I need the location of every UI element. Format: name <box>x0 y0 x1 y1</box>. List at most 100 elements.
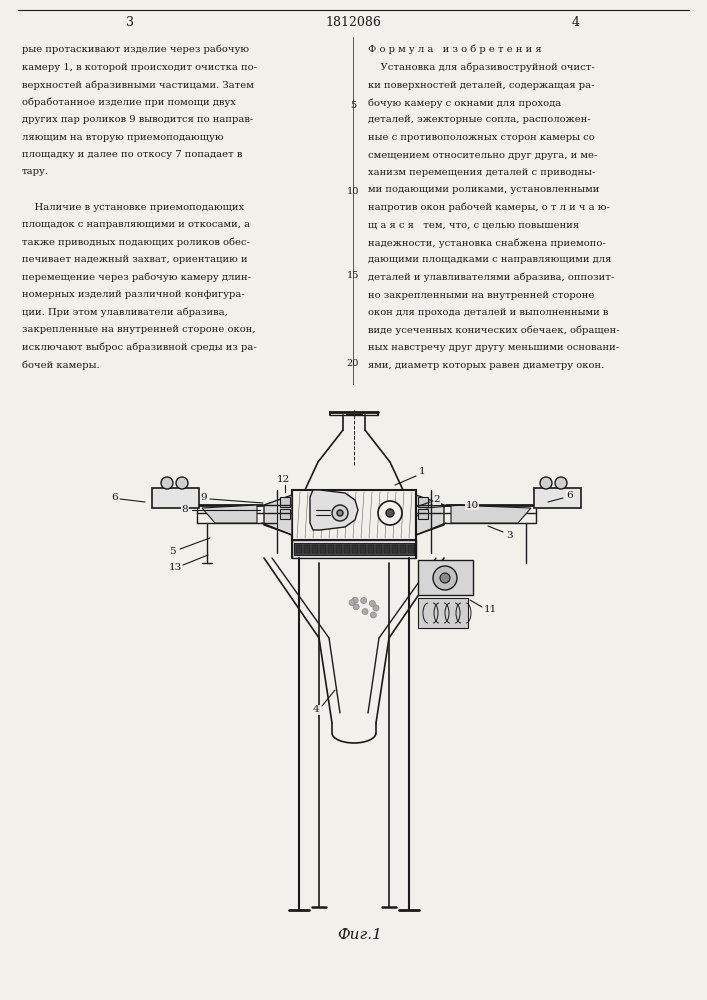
Bar <box>292 490 416 540</box>
Text: рые протаскивают изделие через рабочую: рые протаскивают изделие через рабочую <box>22 45 249 54</box>
Text: деталей и улавливателями абразива, оппозит-: деталей и улавливателями абразива, оппоз… <box>368 273 614 282</box>
Text: тару.: тару. <box>22 167 49 176</box>
Text: исключают выброс абразивной среды из ра-: исключают выброс абразивной среды из ра- <box>22 342 257 352</box>
Text: 3: 3 <box>507 530 513 540</box>
Bar <box>296 545 302 553</box>
Text: 5: 5 <box>350 101 356 109</box>
Circle shape <box>361 598 367 604</box>
Bar <box>408 545 414 553</box>
Bar <box>418 497 428 507</box>
Circle shape <box>176 477 188 489</box>
Circle shape <box>370 612 376 618</box>
Polygon shape <box>310 490 358 530</box>
Bar <box>418 509 428 519</box>
Polygon shape <box>451 505 531 523</box>
Text: 8: 8 <box>182 506 188 514</box>
Text: ки поверхностей деталей, содержащая ра-: ки поверхностей деталей, содержащая ра- <box>368 81 595 90</box>
Text: номерных изделий различной конфигура-: номерных изделий различной конфигура- <box>22 290 245 299</box>
Circle shape <box>362 609 368 615</box>
Text: но закрепленными на внутренней стороне: но закрепленными на внутренней стороне <box>368 290 595 300</box>
Text: 13: 13 <box>168 564 182 572</box>
Circle shape <box>555 477 567 489</box>
Bar <box>336 545 342 553</box>
Bar <box>280 497 290 507</box>
Text: 10: 10 <box>465 500 479 510</box>
Text: верхностей абразивными частицами. Затем: верхностей абразивными частицами. Затем <box>22 80 254 90</box>
Text: площадок с направляющими и откосами, а: площадок с направляющими и откосами, а <box>22 220 250 229</box>
Text: 2: 2 <box>433 495 440 504</box>
Bar <box>360 545 366 553</box>
Bar <box>320 545 326 553</box>
Text: 20: 20 <box>347 359 359 367</box>
Text: виде усеченных конических обечаек, обращен-: виде усеченных конических обечаек, обращ… <box>368 326 619 335</box>
Bar <box>294 543 414 555</box>
Text: 10: 10 <box>347 186 359 196</box>
Circle shape <box>349 600 355 606</box>
Text: 4: 4 <box>572 16 580 29</box>
Bar <box>418 598 468 628</box>
Text: камеру 1, в которой происходит очистка по-: камеру 1, в которой происходит очистка п… <box>22 62 257 72</box>
Text: Установка для абразивоструйной очист-: Установка для абразивоструйной очист- <box>368 63 595 73</box>
Text: дающими площадками с направляющими для: дающими площадками с направляющими для <box>368 255 612 264</box>
Bar <box>400 545 406 553</box>
Bar <box>152 488 199 508</box>
Text: ные с противоположных сторон камеры со: ные с противоположных сторон камеры со <box>368 133 595 142</box>
Text: Наличие в установке приемоподающих: Наличие в установке приемоподающих <box>22 202 244 212</box>
Circle shape <box>332 505 348 521</box>
Text: надежности, установка снабжена приемопо-: надежности, установка снабжена приемопо- <box>368 238 606 247</box>
Bar <box>292 540 416 558</box>
Circle shape <box>433 566 457 590</box>
Text: ных навстречу друг другу меньшими основани-: ных навстречу друг другу меньшими основа… <box>368 343 619 352</box>
Bar <box>384 545 390 553</box>
Circle shape <box>373 605 379 611</box>
Polygon shape <box>202 505 257 523</box>
Text: 5: 5 <box>169 548 175 556</box>
Text: ции. При этом улавливатели абразива,: ции. При этом улавливатели абразива, <box>22 308 228 317</box>
Circle shape <box>440 573 450 583</box>
Text: 6: 6 <box>567 490 573 499</box>
Text: также приводных подающих роликов обес-: также приводных подающих роликов обес- <box>22 237 250 247</box>
Text: смещением относительно друг друга, и ме-: смещением относительно друг друга, и ме- <box>368 150 597 159</box>
Circle shape <box>378 501 402 525</box>
Bar <box>280 509 290 519</box>
Bar <box>534 488 581 508</box>
Circle shape <box>540 477 552 489</box>
Circle shape <box>337 510 343 516</box>
Text: 3: 3 <box>126 16 134 29</box>
Bar <box>418 560 473 595</box>
Polygon shape <box>264 495 292 535</box>
Text: 6: 6 <box>112 492 118 502</box>
Circle shape <box>369 600 375 606</box>
Circle shape <box>161 477 173 489</box>
Bar <box>304 545 310 553</box>
Text: напротив окон рабочей камеры, о т л и ч а ю-: напротив окон рабочей камеры, о т л и ч … <box>368 203 610 213</box>
Circle shape <box>352 597 358 603</box>
Text: площадку и далее по откосу 7 попадает в: площадку и далее по откосу 7 попадает в <box>22 150 243 159</box>
Text: печивает надежный захват, ориентацию и: печивает надежный захват, ориентацию и <box>22 255 247 264</box>
Text: перемещение через рабочую камеру длин-: перемещение через рабочую камеру длин- <box>22 272 251 282</box>
Text: других пар роликов 9 выводится по направ-: других пар роликов 9 выводится по направ… <box>22 115 253 124</box>
Text: обработанное изделие при помощи двух: обработанное изделие при помощи двух <box>22 98 236 107</box>
Polygon shape <box>416 495 444 535</box>
Bar <box>392 545 398 553</box>
Text: ями, диаметр которых равен диаметру окон.: ями, диаметр которых равен диаметру окон… <box>368 360 604 369</box>
Bar <box>368 545 374 553</box>
Circle shape <box>386 509 394 517</box>
Text: ханизм перемещения деталей с приводны-: ханизм перемещения деталей с приводны- <box>368 168 595 177</box>
Text: Фиг.1: Фиг.1 <box>337 928 382 942</box>
Text: 4: 4 <box>312 706 320 714</box>
Text: ми подающими роликами, установленными: ми подающими роликами, установленными <box>368 186 600 194</box>
Text: 1: 1 <box>419 468 426 477</box>
Circle shape <box>354 604 359 610</box>
Bar <box>328 545 334 553</box>
Text: окон для прохода деталей и выполненными в: окон для прохода деталей и выполненными … <box>368 308 609 317</box>
Text: 11: 11 <box>484 605 496 614</box>
Text: 15: 15 <box>347 270 359 279</box>
Text: бочей камеры.: бочей камеры. <box>22 360 100 369</box>
Bar <box>376 545 382 553</box>
Text: 12: 12 <box>276 476 290 485</box>
Text: ляющим на вторую приемоподающую: ляющим на вторую приемоподающую <box>22 132 223 141</box>
Text: щ а я с я   тем, что, с целью повышения: щ а я с я тем, что, с целью повышения <box>368 221 579 230</box>
Bar <box>344 545 350 553</box>
Bar <box>312 545 318 553</box>
